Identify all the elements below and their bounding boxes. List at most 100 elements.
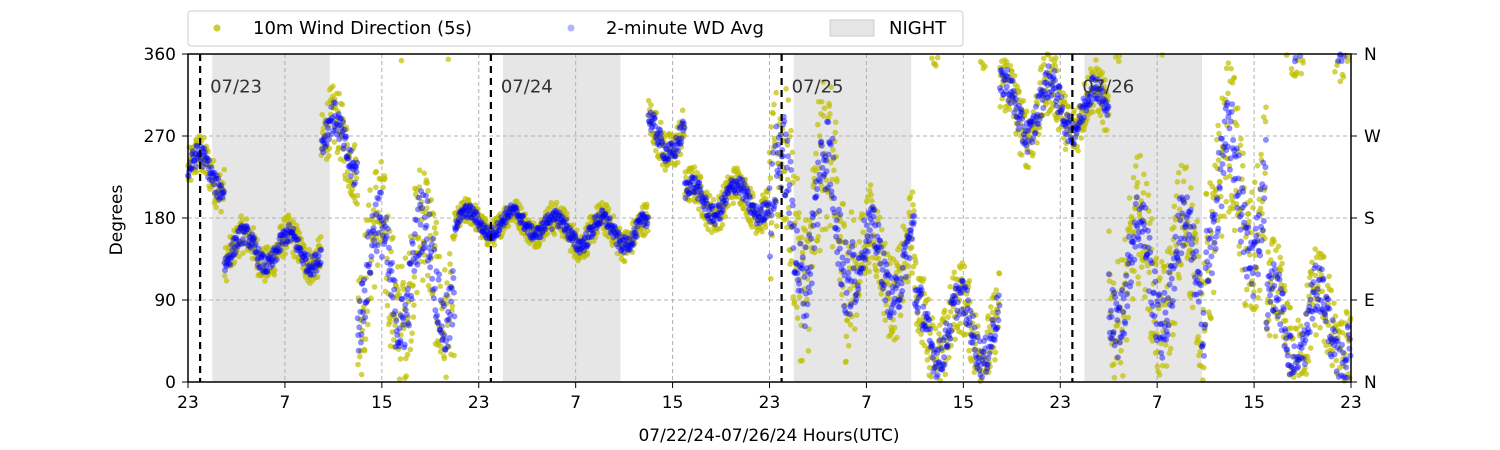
wd-avg-point: [651, 115, 658, 122]
wind-direction-point: [750, 193, 756, 200]
wd-avg-point: [412, 259, 419, 266]
wd-avg-point: [469, 210, 476, 217]
wd-avg-point: [354, 159, 361, 166]
wind-direction-point: [884, 251, 891, 257]
wd-avg-point: [418, 248, 425, 255]
wind-direction-point: [400, 279, 407, 286]
wind-direction-point: [326, 153, 332, 159]
wd-avg-point: [995, 317, 1002, 324]
wind-direction-point: [360, 315, 366, 322]
wd-avg-point: [1119, 287, 1126, 294]
wd-avg-point: [1188, 241, 1195, 248]
wind-direction-point: [1041, 61, 1047, 68]
wind-direction-point: [1305, 358, 1312, 364]
wd-avg-point: [976, 366, 983, 373]
wd-avg-point: [846, 311, 853, 318]
wind-direction-point: [384, 302, 391, 309]
wind-direction-point: [1074, 143, 1080, 150]
wd-avg-point: [218, 182, 225, 189]
wd-avg-point: [338, 124, 345, 131]
wd-avg-point: [346, 163, 353, 170]
wind-direction-point: [1032, 118, 1038, 125]
wd-avg-point: [995, 292, 1002, 299]
wind-direction-point: [452, 232, 458, 239]
wind-direction-point: [1261, 187, 1267, 193]
wind-direction-point: [1246, 218, 1252, 225]
wind-direction-point: [1110, 329, 1116, 336]
wind-direction-point: [385, 213, 391, 219]
wind-direction-point: [940, 363, 947, 369]
wd-avg-point: [265, 256, 272, 263]
wind-direction-point: [307, 272, 314, 279]
x-tick-label: 15: [371, 393, 393, 413]
wd-avg-point: [946, 322, 953, 329]
wind-direction-point: [1044, 76, 1050, 82]
wind-direction-point: [364, 308, 371, 315]
wd-avg-point: [877, 237, 883, 244]
wd-avg-point: [574, 246, 581, 252]
wd-avg-point: [647, 121, 653, 128]
wind-direction-point: [1170, 236, 1177, 243]
wind-direction-point: [1095, 107, 1102, 114]
wd-avg-point: [449, 321, 456, 328]
wd-avg-point: [618, 247, 624, 254]
wind-direction-point: [1012, 106, 1019, 113]
wind-direction-point: [996, 270, 1003, 277]
wd-avg-point: [225, 255, 232, 262]
wind-direction-point: [194, 169, 200, 175]
wd-avg-point: [527, 234, 534, 241]
wind-direction-point: [1183, 228, 1189, 234]
wind-direction-point: [1332, 313, 1339, 320]
wind-direction-point: [1213, 193, 1220, 200]
wd-avg-point: [260, 269, 267, 276]
wind-direction-point: [803, 244, 809, 251]
wind-direction-point: [879, 226, 885, 233]
wd-avg-point: [194, 143, 200, 150]
wd-avg-point: [470, 206, 477, 213]
wind-direction-point: [353, 157, 360, 164]
wind-direction-point: [1254, 162, 1261, 169]
wind-direction-point: [432, 243, 438, 249]
wd-avg-point: [532, 231, 539, 238]
wind-direction-point: [746, 194, 752, 200]
wd-avg-point: [767, 253, 773, 260]
wd-avg-point: [450, 275, 457, 281]
wind-direction-point: [854, 261, 860, 268]
wind-direction-point: [883, 272, 889, 278]
wind-direction-point: [679, 107, 686, 114]
wd-avg-point: [370, 227, 376, 234]
wind-direction-point: [221, 273, 228, 279]
wind-direction-point: [802, 227, 809, 234]
wind-direction-point: [797, 276, 803, 283]
wd-avg-point: [589, 227, 596, 233]
wd-avg-point: [336, 122, 343, 128]
wd-avg-point: [1146, 234, 1153, 241]
wind-direction-point: [1145, 192, 1152, 198]
wind-direction-point: [1173, 242, 1179, 248]
wd-avg-point: [811, 245, 818, 252]
wd-avg-point: [1124, 303, 1131, 310]
wd-avg-point: [308, 264, 315, 271]
wind-direction-point: [205, 148, 211, 155]
wd-avg-point: [584, 243, 591, 250]
wd-avg-point: [462, 203, 469, 210]
wind-direction-point: [938, 341, 944, 348]
y-tick-label: 270: [144, 127, 176, 147]
wd-avg-point: [646, 118, 652, 125]
wd-avg-point: [438, 323, 445, 330]
wind-direction-point: [1094, 85, 1100, 91]
wind-direction-point: [1142, 294, 1148, 300]
wind-direction-point: [440, 329, 446, 335]
wd-avg-point: [512, 205, 519, 212]
wind-direction-point: [768, 275, 774, 282]
wind-direction-point: [687, 179, 693, 185]
wind-direction-point: [1128, 221, 1134, 227]
wd-avg-point: [215, 175, 222, 182]
wind-direction-point: [320, 125, 327, 132]
wind-direction-point: [885, 281, 892, 288]
wind-direction-point: [1023, 108, 1030, 115]
wd-avg-point: [497, 221, 504, 228]
wind-direction-point: [634, 231, 640, 238]
wd-avg-point: [1123, 291, 1130, 298]
wind-direction-point: [610, 213, 617, 219]
